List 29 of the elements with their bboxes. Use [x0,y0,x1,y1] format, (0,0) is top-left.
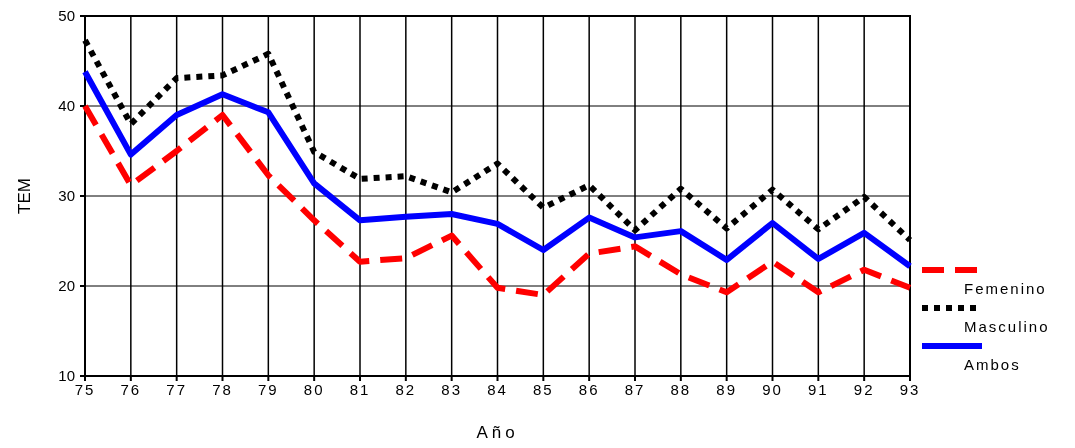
y-tick-label: 10 [58,367,75,385]
x-tick-label: 83 [441,381,463,398]
x-tick-label: 89 [716,381,738,398]
x-tick-label: 87 [624,381,646,398]
x-tick-label: 92 [853,381,875,398]
x-tick-label: 85 [532,381,554,398]
x-tick-label: 93 [899,381,921,398]
x-tick-label: 90 [762,381,783,398]
x-tick-label: 88 [670,381,692,398]
x-tick-label: 81 [349,381,371,398]
x-tick-label: 79 [257,381,279,398]
x-tick-label: 75 [74,381,96,398]
legend-label: Masculino [964,318,1050,335]
x-tick-label: 78 [212,381,233,398]
y-axis-title: TEM [15,178,34,214]
y-tick-label: 50 [58,7,75,25]
legend-label: Femenino [964,280,1047,297]
x-axis-title: Año [476,423,519,442]
y-tick-label: 40 [58,97,75,115]
x-tick-label: 77 [166,381,188,398]
x-tick-label: 91 [807,381,829,398]
x-tick-label: 86 [578,381,600,398]
y-tick-label: 30 [58,187,75,205]
x-tick-label: 76 [120,381,142,398]
x-tick-label: 80 [303,381,325,398]
y-tick-label: 20 [58,277,75,295]
legend-label: Ambos [964,356,1021,373]
x-tick-label: 84 [487,381,508,398]
x-tick-label: 82 [395,381,417,398]
